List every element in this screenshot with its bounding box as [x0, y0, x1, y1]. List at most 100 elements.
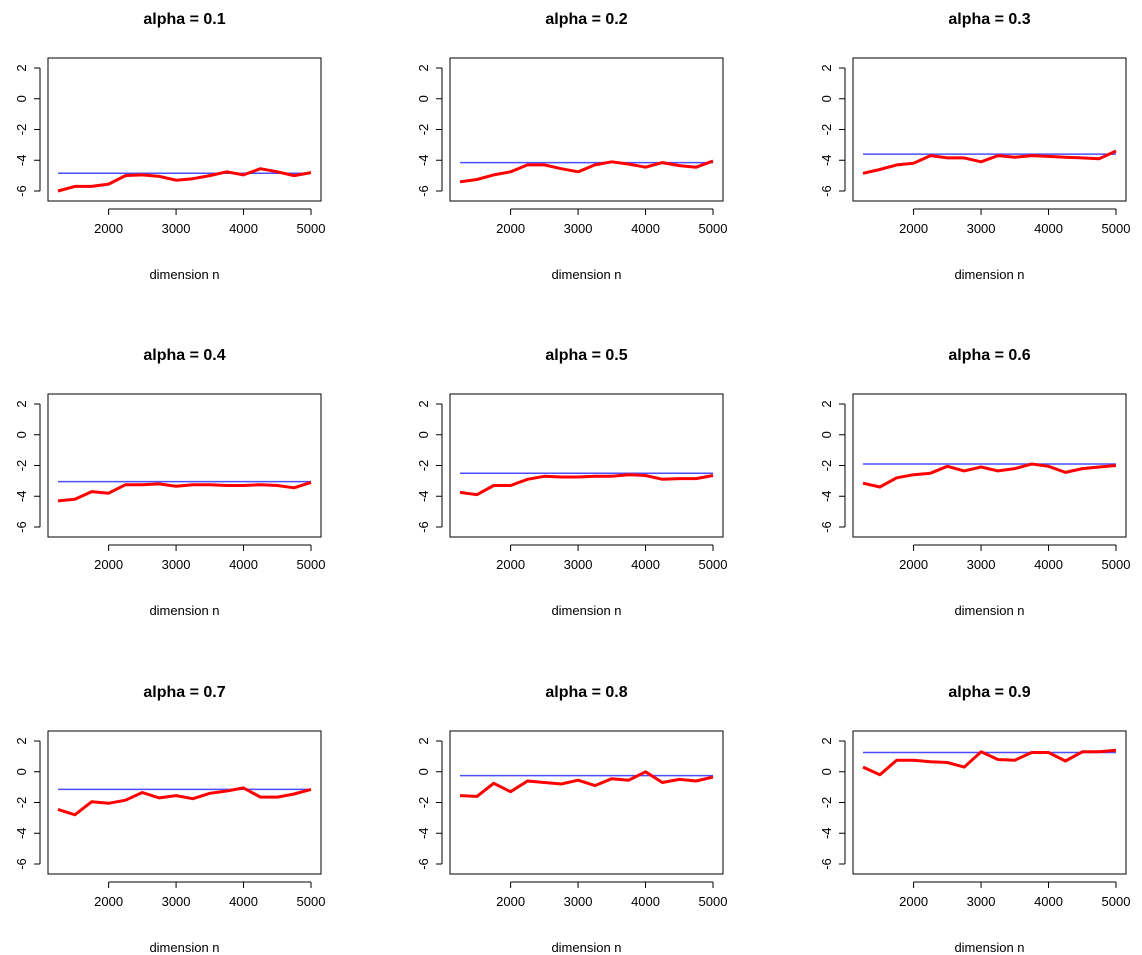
x-tick-label: 5000 [699, 221, 728, 236]
y-tick-label: 2 [14, 64, 29, 71]
x-tick-label: 4000 [1034, 894, 1063, 909]
y-tick-label: -4 [819, 490, 834, 502]
panel-3: alpha = 0.3 2 0 -2 -4 -6 2000 3000 4000 5000 dimen… [819, 11, 1130, 282]
y-tick-label: 2 [416, 737, 431, 744]
x-tick-label: 2000 [94, 894, 123, 909]
x-tick-label: 5000 [297, 221, 326, 236]
series-line [862, 748, 1117, 777]
panel-title: alpha = 0.9 [948, 684, 1030, 701]
y-tick-label: 0 [819, 768, 834, 775]
x-tick-label: 5000 [297, 557, 326, 572]
x-tick-label: 5000 [1102, 221, 1131, 236]
y-tick-label: 0 [416, 431, 431, 438]
x-axis-label: dimension n [551, 267, 621, 282]
x-tick-label: 5000 [699, 894, 728, 909]
y-tick-label: -6 [819, 521, 834, 533]
y-tick-label: 0 [14, 95, 29, 102]
x-tick-label: 4000 [229, 221, 258, 236]
x-tick-label: 5000 [1102, 557, 1131, 572]
x-tick-label: 3000 [162, 894, 191, 909]
series-line [57, 786, 312, 817]
x-tick-label: 2000 [94, 221, 123, 236]
x-tick-label: 3000 [564, 557, 593, 572]
x-tick-label: 3000 [162, 557, 191, 572]
x-tick-label: 2000 [899, 894, 928, 909]
y-tick-label: -2 [416, 460, 431, 472]
x-axis-label: dimension n [954, 603, 1024, 618]
x-axis-label: dimension n [551, 603, 621, 618]
y-tick-label: 2 [416, 400, 431, 407]
x-tick-label: 4000 [1034, 557, 1063, 572]
x-tick-label: 3000 [967, 557, 996, 572]
x-tick-label: 5000 [1102, 894, 1131, 909]
y-tick-label: 2 [819, 737, 834, 744]
panel-2: alpha = 0.2 2 0 -2 -4 -6 2000 3000 4000 5000 dimen… [416, 11, 727, 282]
panel-4: alpha = 0.4 2 0 -2 -4 -6 2000 3000 4000 5000 dimen… [14, 347, 325, 618]
y-tick-label: -4 [14, 490, 29, 502]
y-tick-label: -6 [416, 521, 431, 533]
x-tick-label: 4000 [229, 894, 258, 909]
plot-frame [449, 730, 724, 875]
plot-frame [852, 57, 1127, 202]
y-tick-label: -2 [819, 460, 834, 472]
y-tick-label: 2 [819, 64, 834, 71]
y-tick-label: 0 [819, 95, 834, 102]
panel-title: alpha = 0.3 [948, 11, 1030, 28]
y-tick-label: -6 [819, 858, 834, 870]
x-tick-label: 2000 [899, 557, 928, 572]
x-tick-label: 3000 [564, 894, 593, 909]
x-tick-label: 4000 [631, 557, 660, 572]
y-tick-label: 0 [14, 431, 29, 438]
y-tick-label: 0 [416, 768, 431, 775]
x-tick-label: 3000 [967, 221, 996, 236]
series-line [862, 149, 1117, 175]
panel-title: alpha = 0.4 [143, 347, 225, 364]
y-tick-label: 2 [819, 400, 834, 407]
x-tick-label: 3000 [967, 894, 996, 909]
y-tick-label: -6 [416, 185, 431, 197]
plot-frame [47, 730, 322, 875]
y-tick-label: -2 [14, 124, 29, 136]
y-tick-label: 2 [416, 64, 431, 71]
panel-title: alpha = 0.1 [143, 11, 225, 28]
y-tick-label: -6 [819, 185, 834, 197]
plot-frame [47, 57, 322, 202]
series-line [459, 159, 714, 184]
y-tick-label: 0 [819, 431, 834, 438]
panel-8: alpha = 0.8 2 0 -2 -4 -6 2000 3000 4000 5000 dimen… [416, 684, 727, 955]
panel-title: alpha = 0.7 [143, 684, 225, 701]
panel-6: alpha = 0.6 2 0 -2 -4 -6 2000 3000 4000 5000 dimen… [819, 347, 1130, 618]
y-tick-label: -4 [416, 490, 431, 502]
series-line [459, 770, 714, 798]
y-tick-label: 2 [14, 737, 29, 744]
x-axis-label: dimension n [551, 940, 621, 955]
x-axis-label: dimension n [149, 940, 219, 955]
y-tick-label: -6 [14, 185, 29, 197]
x-axis-label: dimension n [149, 603, 219, 618]
x-tick-label: 4000 [631, 894, 660, 909]
series-line [57, 480, 312, 503]
panel-1: alpha = 0.1 2 0 -2 -4 -6 2000 3000 4000 5000 dimen… [14, 11, 325, 282]
y-tick-label: -2 [819, 124, 834, 136]
panel-title: alpha = 0.8 [545, 684, 627, 701]
plot-frame [449, 57, 724, 202]
x-tick-label: 4000 [1034, 221, 1063, 236]
series-line [459, 473, 714, 497]
x-tick-label: 2000 [496, 557, 525, 572]
panel-title: alpha = 0.2 [545, 11, 627, 28]
x-axis-label: dimension n [149, 267, 219, 282]
x-axis-label: dimension n [954, 267, 1024, 282]
x-tick-label: 3000 [162, 221, 191, 236]
y-tick-label: 0 [416, 95, 431, 102]
y-tick-label: 2 [14, 400, 29, 407]
y-tick-label: -2 [819, 797, 834, 809]
y-tick-label: -4 [819, 827, 834, 839]
x-tick-label: 5000 [297, 894, 326, 909]
x-tick-label: 4000 [631, 221, 660, 236]
x-tick-label: 2000 [899, 221, 928, 236]
panel-title: alpha = 0.6 [948, 347, 1030, 364]
y-tick-label: -6 [14, 858, 29, 870]
panel-9: alpha = 0.9 2 0 -2 -4 -6 2000 3000 4000 5000 dimen… [819, 684, 1130, 955]
plot-frame [449, 393, 724, 538]
